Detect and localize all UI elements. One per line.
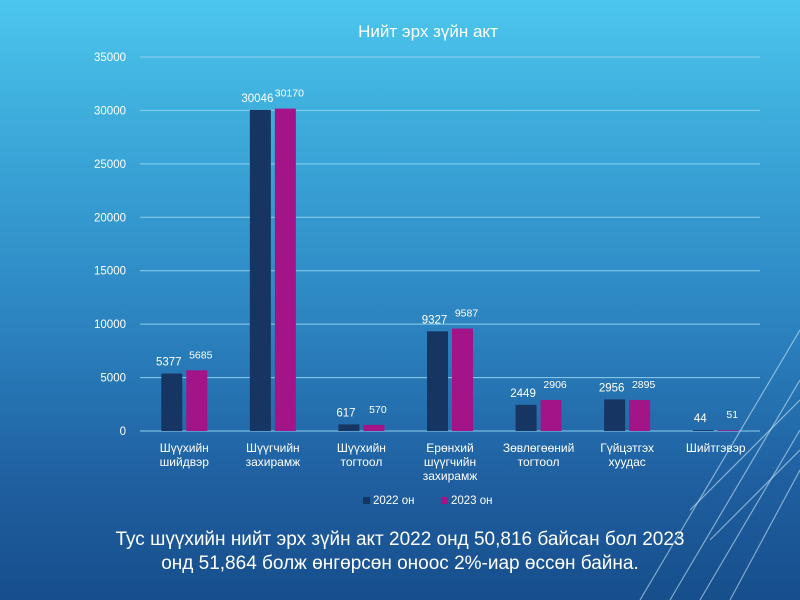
x-tick-label: Шүүгчийн захирамж (246, 441, 301, 469)
y-axis: 0 5000 10000 15000 20000 25000 30000 35000 (94, 52, 126, 438)
bar-2023 (363, 424, 385, 431)
bar-2022 (338, 424, 360, 431)
bar-2023 (274, 108, 296, 431)
bar-2022 (161, 373, 183, 431)
bar-2022 (515, 404, 537, 431)
bar-2022 (692, 430, 714, 431)
legend-label: 2023 он (451, 495, 493, 507)
legend-swatch-2022 (363, 497, 370, 504)
bar-2023 (186, 370, 208, 431)
x-axis: Шүүхийн шийдвэр Шүүгчийн захирамж Шүүхийн тог… (160, 441, 746, 483)
data-label: 9587 (455, 308, 479, 320)
data-label: 617 (336, 407, 355, 419)
data-label: 30046 (241, 93, 273, 105)
x-tick-label: Зөвлөгөөний тогтоол (503, 441, 574, 469)
data-label: 5377 (156, 357, 182, 369)
legend: 2022 он 2023 он (363, 495, 493, 507)
x-tick-label: Шүүхийн шийдвэр (160, 441, 210, 469)
gridlines (140, 56, 760, 432)
y-tick-label: 10000 (94, 319, 126, 331)
y-tick-label: 15000 (94, 266, 126, 278)
x-tick-label: Ерөнхий шүүгчийн захирамж (423, 441, 478, 483)
data-label: 51 (726, 409, 738, 421)
data-label: 570 (369, 404, 387, 416)
x-tick-label: Гүйцэтгэх хуудас (600, 441, 654, 469)
caption: Тус шүүхийн нийт эрх зүйн акт 2022 онд 5… (0, 528, 800, 576)
y-tick-label: 5000 (100, 373, 126, 385)
x-tick-label: Шүүхийн тогтоол (337, 441, 386, 469)
bar-2022 (604, 399, 626, 431)
legend-label: 2022 он (373, 495, 415, 507)
data-label: 9327 (422, 314, 448, 326)
y-tick-label: 25000 (94, 159, 126, 171)
data-label: 2895 (632, 379, 656, 391)
data-label: 44 (694, 413, 707, 425)
bar-2022 (427, 331, 448, 431)
data-label: 2956 (599, 382, 625, 394)
bar-2023 (540, 399, 562, 431)
bar-2023 (629, 400, 651, 431)
y-tick-label: 0 (120, 426, 126, 438)
data-labels: 5377 5685 30046 30170 617 570 9327 9587 2449 2906… (156, 88, 738, 426)
bars (161, 108, 739, 432)
caption-line-2: онд 51,864 болж өнгөрсөн оноос 2%-иар өс… (161, 553, 639, 574)
caption-line-1: Тус шүүхийн нийт эрх зүйн акт 2022 онд 5… (115, 529, 685, 550)
bar-2022 (249, 109, 271, 432)
y-tick-label: 35000 (94, 52, 126, 64)
data-label: 2449 (510, 388, 536, 400)
data-label: 30170 (275, 88, 304, 100)
y-tick-label: 20000 (94, 212, 126, 224)
chart-title: Нийт эрх зүйн акт (358, 22, 498, 41)
bar-2023 (452, 328, 473, 431)
data-label: 5685 (189, 349, 213, 361)
x-tick-label: Шийтгэвэр (686, 441, 746, 455)
legend-swatch-2023 (441, 497, 448, 504)
data-label: 2906 (543, 379, 567, 391)
bar-chart: Нийт эрх зүйн акт 0 5000 10000 15000 20000 25… (94, 22, 760, 507)
y-tick-label: 30000 (94, 105, 126, 117)
bar-2023 (717, 430, 739, 431)
